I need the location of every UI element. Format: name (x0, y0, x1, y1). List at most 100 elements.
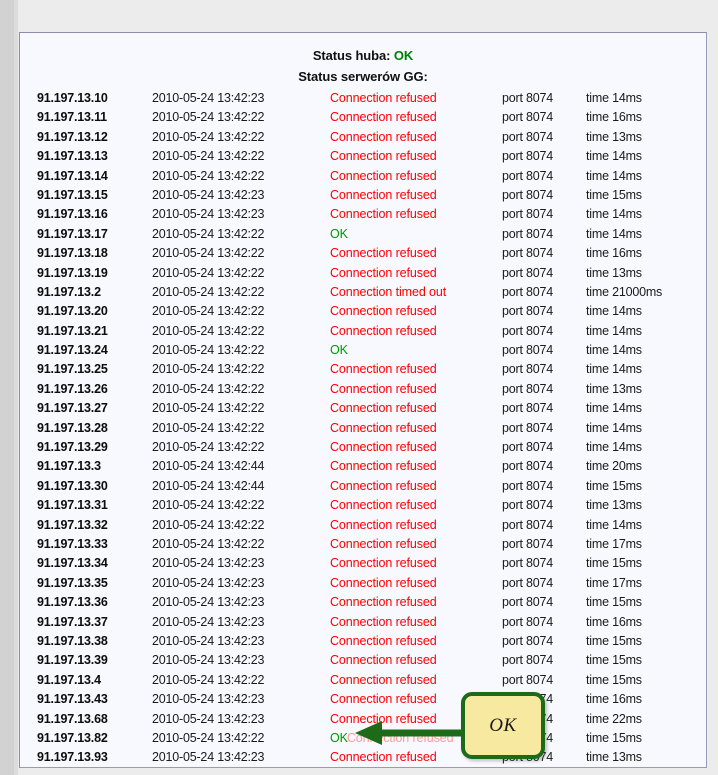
connection-status: Connection refused (330, 498, 437, 513)
check-timestamp: 2010-05-24 13:42:23 (152, 614, 265, 629)
server-ip: 91.197.13.27 (37, 401, 108, 416)
check-timestamp: 2010-05-24 13:42:22 (152, 362, 265, 377)
connection-status: Connection refused (330, 323, 437, 338)
server-port: port 8074 (502, 614, 554, 629)
server-status-row: 91.197.13.21 2010-05-24 13:42:22 Connectio… (20, 323, 706, 342)
response-time: time 17ms (586, 536, 642, 551)
server-status-row: 91.197.13.24 2010-05-24 13:42:22 OK port 80… (20, 342, 706, 361)
server-status-row: 91.197.13.39 2010-05-24 13:42:23 Connectio… (20, 652, 706, 671)
check-timestamp: 2010-05-24 13:42:22 (152, 246, 265, 261)
server-ip: 91.197.13.26 (37, 381, 108, 396)
server-status-row: 91.197.13.35 2010-05-24 13:42:23 Connectio… (20, 575, 706, 594)
server-status-row: 91.197.13.28 2010-05-24 13:42:22 Connectio… (20, 420, 706, 439)
connection-status: Connection refused (330, 595, 437, 610)
server-ip: 91.197.13.30 (37, 478, 108, 493)
server-status-row: 91.197.13.2 2010-05-24 13:42:22 Connection… (20, 284, 706, 303)
check-timestamp: 2010-05-24 13:42:22 (152, 265, 265, 280)
response-time: time 14ms (586, 401, 642, 416)
connection-status: Connection refused (330, 711, 437, 726)
connection-status: Connection refused (330, 614, 437, 629)
connection-status-current: OK (330, 730, 348, 745)
server-ip: 91.197.13.21 (37, 323, 108, 338)
server-port: port 8074 (502, 730, 554, 745)
connection-status: Connection refused (330, 381, 437, 396)
server-ip: 91.197.13.17 (37, 226, 108, 241)
server-ip: 91.197.13.4 (37, 672, 101, 687)
server-status-row: 91.197.13.27 2010-05-24 13:42:22 Connectio… (20, 400, 706, 419)
server-status-list: 91.197.13.10 2010-05-24 13:42:23 Connectio… (20, 90, 706, 767)
response-time: time 14ms (586, 420, 642, 435)
server-ip: 91.197.13.13 (37, 149, 108, 164)
server-ip: 91.197.13.38 (37, 633, 108, 648)
connection-status: Connection refused (330, 556, 437, 571)
server-status-row: 91.197.13.12 2010-05-24 13:42:22 Connectio… (20, 129, 706, 148)
check-timestamp: 2010-05-24 13:42:23 (152, 207, 265, 222)
server-status-row: 91.197.13.18 2010-05-24 13:42:22 Connectio… (20, 245, 706, 264)
check-timestamp: 2010-05-24 13:42:23 (152, 556, 265, 571)
server-port: port 8074 (502, 110, 554, 125)
server-ip: 91.197.13.3 (37, 459, 101, 474)
response-time: time 14ms (586, 362, 642, 377)
response-time: time 16ms (586, 692, 642, 707)
connection-status: Connection refused (330, 149, 437, 164)
server-ip: 91.197.13.37 (37, 614, 108, 629)
server-status-row: 91.197.13.19 2010-05-24 13:42:22 Connectio… (20, 265, 706, 284)
connection-status: Connection refused (330, 575, 437, 590)
response-time: time 16ms (586, 246, 642, 261)
connection-status: Connection refused (330, 246, 437, 261)
server-ip: 91.197.13.82 (37, 730, 108, 745)
connection-status: Connection refused (330, 110, 437, 125)
check-timestamp: 2010-05-24 13:42:22 (152, 226, 265, 241)
check-timestamp: 2010-05-24 13:42:23 (152, 692, 265, 707)
server-status-row: 91.197.13.30 2010-05-24 13:42:44 Connectio… (20, 478, 706, 497)
connection-status: Connection refused (330, 304, 437, 319)
server-ip: 91.197.13.34 (37, 556, 108, 571)
connection-status: Connection timed out (330, 284, 447, 299)
connection-status: Connection refused (330, 750, 437, 765)
server-ip: 91.197.13.12 (37, 129, 108, 144)
response-time: time 14ms (586, 440, 642, 455)
connection-status: OK (330, 343, 348, 358)
response-time: time 13ms (586, 381, 642, 396)
status-page-panel: Status huba: OK Status serwerów GG: 91.1… (19, 32, 707, 768)
server-port: port 8074 (502, 265, 554, 280)
server-status-row: 91.197.13.20 2010-05-24 13:42:22 Connectio… (20, 303, 706, 322)
check-timestamp: 2010-05-24 13:42:44 (152, 459, 265, 474)
check-timestamp: 2010-05-24 13:42:22 (152, 498, 265, 513)
server-status-row: 91.197.13.32 2010-05-24 13:42:22 Connectio… (20, 517, 706, 536)
server-ip: 91.197.13.20 (37, 304, 108, 319)
server-status-row: 91.197.13.15 2010-05-24 13:42:23 Connectio… (20, 187, 706, 206)
response-time: time 15ms (586, 730, 642, 745)
server-status-row: 91.197.13.14 2010-05-24 13:42:22 Connectio… (20, 168, 706, 187)
server-port: port 8074 (502, 187, 554, 202)
connection-status: Connection refused (330, 478, 437, 493)
response-time: time 15ms (586, 187, 642, 202)
server-status-row: 91.197.13.37 2010-05-24 13:42:23 Connectio… (20, 614, 706, 633)
check-timestamp: 2010-05-24 13:42:22 (152, 536, 265, 551)
response-time: time 14ms (586, 517, 642, 532)
server-port: port 8074 (502, 149, 554, 164)
connection-status: Connection refused (330, 536, 437, 551)
server-port: port 8074 (502, 401, 554, 416)
response-time: time 14ms (586, 207, 642, 222)
check-timestamp: 2010-05-24 13:42:23 (152, 750, 265, 765)
response-time: time 22ms (586, 711, 642, 726)
connection-status: OK (330, 226, 348, 241)
check-timestamp: 2010-05-24 13:42:44 (152, 478, 265, 493)
response-time: time 15ms (586, 653, 642, 668)
hub-status-label: Status huba: (312, 48, 391, 63)
response-time: time 14ms (586, 323, 642, 338)
server-ip: 91.197.13.68 (37, 711, 108, 726)
server-ip: 91.197.13.16 (37, 207, 108, 222)
check-timestamp: 2010-05-24 13:42:22 (152, 517, 265, 532)
response-time: time 16ms (586, 110, 642, 125)
check-timestamp: 2010-05-24 13:42:22 (152, 381, 265, 396)
server-status-row: 91.197.13.11 2010-05-24 13:42:22 Connectio… (20, 109, 706, 128)
server-ip: 91.197.13.29 (37, 440, 108, 455)
server-port: port 8074 (502, 478, 554, 493)
server-port: port 8074 (502, 246, 554, 261)
response-time: time 14ms (586, 343, 642, 358)
connection-status: Connection refused (330, 187, 437, 202)
check-timestamp: 2010-05-24 13:42:22 (152, 672, 265, 687)
server-ip: 91.197.13.43 (37, 692, 108, 707)
